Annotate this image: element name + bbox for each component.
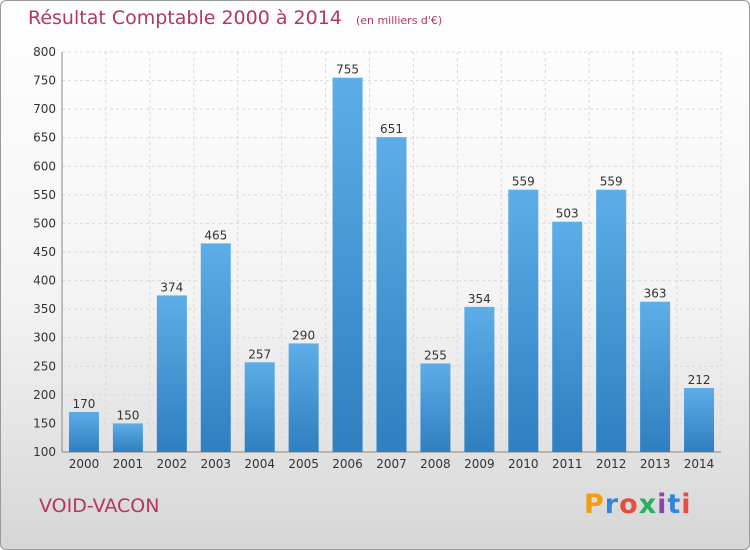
value-label: 559: [512, 175, 535, 189]
bar-2011: [552, 221, 583, 452]
proxiti-logo: Proxiti: [584, 489, 692, 520]
value-label: 465: [204, 228, 227, 242]
bar-2000: [68, 412, 99, 452]
bars-layer: [68, 77, 715, 452]
x-tick-label: 2014: [684, 457, 715, 471]
x-tick-label: 2013: [640, 457, 671, 471]
y-tick-label: 750: [33, 74, 56, 88]
value-label: 257: [248, 347, 271, 361]
value-label: 374: [160, 280, 183, 294]
value-label: 212: [688, 373, 711, 387]
x-tick-label: 2004: [244, 457, 275, 471]
chart-title-main: Résultat Comptable 2000 à 2014: [28, 7, 342, 29]
x-tick-label: 2010: [508, 457, 539, 471]
y-tick-label: 700: [33, 102, 56, 116]
x-tick-label: 2007: [376, 457, 407, 471]
bar-2003: [200, 243, 231, 452]
x-tick-label: 2001: [113, 457, 144, 471]
value-label: 503: [556, 207, 579, 221]
y-tick-label: 600: [33, 159, 56, 173]
value-label: 651: [380, 122, 403, 136]
x-tick-label: 2006: [332, 457, 363, 471]
commune-name: VOID-VACON: [39, 495, 160, 517]
y-tick-label: 350: [33, 302, 56, 316]
bar-2010: [508, 189, 539, 452]
bar-2006: [332, 77, 363, 452]
value-label: 559: [600, 175, 623, 189]
y-tick-label: 250: [33, 359, 56, 373]
y-tick-label: 200: [33, 388, 56, 402]
x-tick-label: 2009: [464, 457, 495, 471]
value-label: 255: [424, 348, 447, 362]
bar-2004: [244, 362, 275, 452]
y-tick-label: 800: [33, 45, 56, 59]
value-label: 363: [644, 287, 667, 301]
y-tick-label: 650: [33, 131, 56, 145]
value-label: 755: [336, 63, 359, 77]
bar-2008: [420, 363, 451, 452]
y-tick-label: 300: [33, 331, 56, 345]
y-tick-label: 400: [33, 274, 56, 288]
value-label: 354: [468, 292, 491, 306]
y-tick-label: 100: [33, 445, 56, 459]
y-tick-label: 550: [33, 188, 56, 202]
labels-layer: 100 150 200 250 300 350 400 450 500 550 600 650 700 7…: [33, 45, 714, 471]
chart-title-unit: (en milliers d'€): [355, 14, 443, 27]
bar-2013: [640, 301, 671, 452]
bar-2014: [684, 388, 715, 452]
y-tick-label: 500: [33, 216, 56, 230]
x-tick-label: 2008: [420, 457, 451, 471]
bar-2001: [112, 423, 143, 452]
value-label: 170: [73, 397, 96, 411]
x-tick-label: 2002: [157, 457, 188, 471]
bar-2012: [596, 189, 627, 452]
bar-2009: [464, 306, 495, 452]
x-tick-label: 2012: [596, 457, 627, 471]
x-tick-label: 2005: [288, 457, 319, 471]
bar-2005: [288, 343, 319, 452]
bar-2002: [156, 295, 187, 452]
x-tick-label: 2011: [552, 457, 583, 471]
value-label: 290: [292, 328, 315, 342]
bar-2007: [376, 137, 407, 452]
chart-title: Résultat Comptable 2000 à 2014 (en milli…: [28, 7, 442, 29]
x-tick-label: 2000: [69, 457, 100, 471]
value-label: 150: [116, 408, 139, 422]
y-tick-label: 150: [33, 416, 56, 430]
bar-chart: 100 150 200 250 300 350 400 450 500 550 600 650 700 7…: [33, 45, 722, 471]
y-tick-label: 450: [33, 245, 56, 259]
x-tick-label: 2003: [200, 457, 231, 471]
